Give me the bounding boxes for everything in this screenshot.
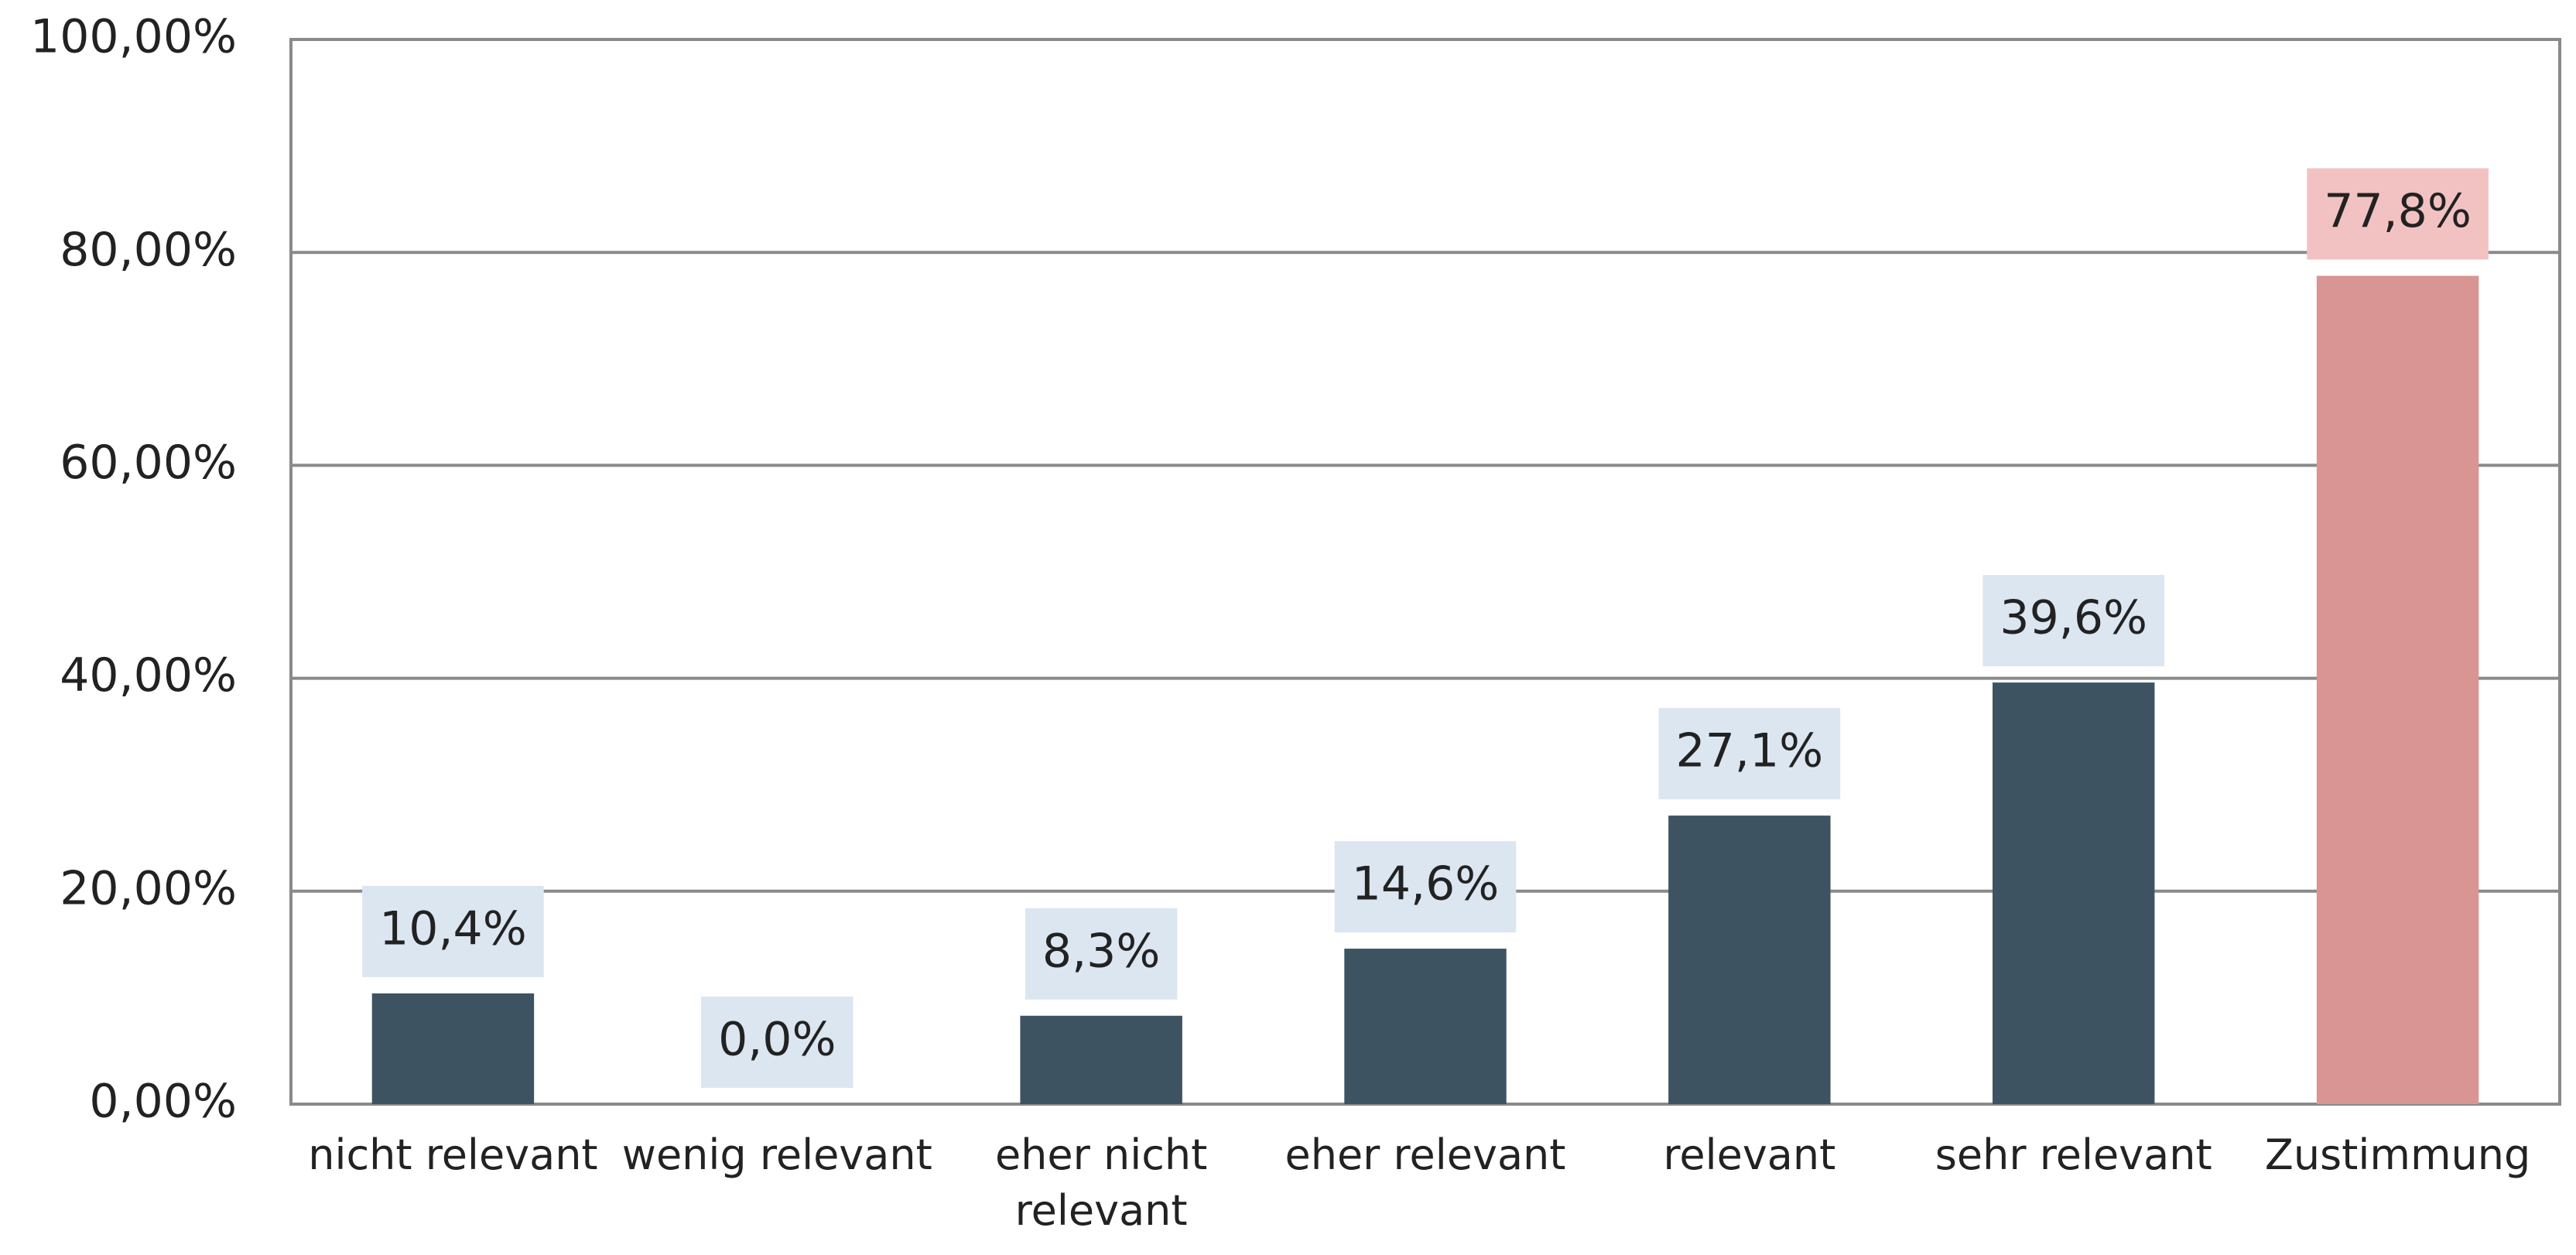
value-label-box [1658, 708, 1841, 800]
value-label-box [1334, 841, 1517, 933]
value-label-box [362, 885, 544, 977]
bar [2316, 275, 2479, 1105]
y-tick-label: 40,00% [60, 648, 237, 703]
bar [1993, 682, 2155, 1104]
value-label: 77,8% [2324, 184, 2472, 238]
value-label-box [1982, 575, 2165, 667]
value-label: 27,1% [1676, 724, 1824, 778]
plot-frame [289, 38, 2561, 1106]
x-tick-label: eher relevant [1285, 1130, 1566, 1179]
y-tick-label: 80,00% [60, 223, 237, 277]
value-label: 0,0% [718, 1013, 836, 1067]
bar [1668, 816, 1831, 1104]
value-label: 10,4% [379, 901, 527, 956]
bar [1344, 949, 1507, 1104]
bar [371, 993, 535, 1104]
x-tick-label: Zustimmung [2264, 1130, 2531, 1179]
value-label: 39,6% [2000, 591, 2147, 645]
bar [1020, 1015, 1182, 1104]
y-tick-label: 100,00% [30, 10, 237, 64]
value-label-box [2307, 168, 2489, 260]
x-tick-label: nicht relevant [308, 1130, 598, 1179]
value-label-box [1025, 908, 1178, 1000]
x-tick-label: wenig relevant [621, 1130, 932, 1179]
value-label: 8,3% [1042, 924, 1160, 978]
y-tick-label: 60,00% [60, 436, 237, 490]
value-label-box [701, 997, 854, 1088]
x-tick-label: eher nicht relevant [994, 1130, 1208, 1235]
value-label: 14,6% [1352, 857, 1500, 911]
x-tick-label: sehr relevant [1935, 1130, 2212, 1179]
y-tick-label: 0,00% [89, 1075, 237, 1129]
x-tick-label: relevant [1663, 1130, 1836, 1179]
y-tick-label: 20,00% [60, 861, 237, 915]
